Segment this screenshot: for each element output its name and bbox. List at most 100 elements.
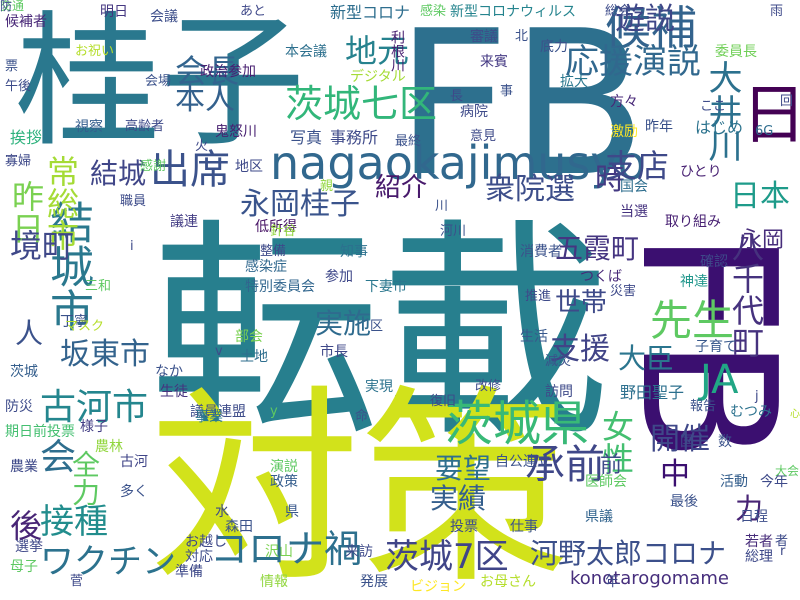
cloud-word: 来賓 (480, 54, 508, 70)
cloud-word: 最終 (395, 134, 422, 149)
cloud-word: 長 (450, 89, 464, 104)
cloud-word: 衆院選 (485, 172, 575, 207)
cloud-word: 対策 (150, 367, 571, 600)
cloud-word: 災害 (610, 284, 637, 299)
cloud-word: 取り組み (665, 214, 721, 230)
cloud-word: 承前 (525, 442, 605, 488)
cloud-word: 女性 (597, 410, 635, 474)
cloud-word: 事務所 (330, 128, 379, 147)
cloud-word: 政策 (270, 474, 298, 490)
cloud-word: ビジョン (410, 579, 466, 595)
cloud-word: 森田 (225, 519, 253, 535)
cloud-word: 昨年 (645, 119, 673, 135)
cloud-word: 鬼怒川 (215, 124, 257, 140)
cloud-word: 写真 (290, 128, 323, 147)
cloud-word: 茨城 (10, 364, 38, 380)
cloud-word: 実績 (430, 482, 487, 515)
cloud-word: 心 (790, 409, 800, 420)
cloud-word: v (215, 344, 223, 359)
cloud-word: 活動 (720, 474, 748, 490)
cloud-word: 支援 (550, 332, 610, 367)
cloud-word: 病院 (460, 104, 488, 120)
cloud-word: 期日前投票 (5, 424, 75, 440)
cloud-word: 感謝 (140, 159, 167, 174)
cloud-word: 知事 (340, 244, 368, 260)
cloud-word: 発展 (360, 574, 388, 590)
cloud-word: 委員長 (715, 44, 757, 60)
cloud-word: r (780, 544, 786, 559)
cloud-word: 後 (10, 507, 43, 545)
cloud-word: 情報 (260, 574, 288, 590)
cloud-word: 候補 (605, 1, 697, 55)
cloud-word: 回 (780, 94, 794, 109)
cloud-word: 古河 (120, 454, 148, 470)
cloud-word: i (130, 239, 134, 254)
cloud-word: 数 (718, 434, 732, 450)
cloud-word: 最後 (670, 494, 698, 510)
cloud-word: 者 (775, 534, 789, 549)
cloud-word: むつみ (730, 404, 772, 420)
cloud-word: 永岡 (740, 228, 785, 253)
cloud-word: 三和 (85, 279, 112, 294)
cloud-word: 医師会 (585, 474, 627, 490)
cloud-word: 先生 (650, 296, 735, 345)
cloud-word: 神達 (680, 274, 708, 290)
cloud-word: 事業 (195, 409, 223, 425)
cloud-word: 総会 (605, 4, 632, 19)
cloud-word: 紹介 (375, 173, 428, 203)
cloud-word: 境町 (10, 227, 75, 265)
cloud-word: 市長 (320, 344, 348, 360)
cloud-word: なか (155, 364, 183, 380)
cloud-word: 昨日 (7, 180, 45, 244)
cloud-word: FB (395, 0, 648, 221)
cloud-word: 生徒 (160, 384, 188, 400)
cloud-word: 坂東市 (60, 337, 150, 372)
cloud-word: 低所得 (255, 219, 297, 235)
cloud-word: 桂子 (15, 0, 305, 167)
cloud-word: 接種 (40, 502, 108, 542)
cloud-word: 若者 (745, 534, 773, 550)
cloud-word: konotarogomame (570, 568, 729, 589)
cloud-word: 力 (735, 492, 764, 525)
cloud-word: 川 (435, 199, 449, 214)
cloud-word: 結城 (90, 157, 147, 190)
cloud-word: 午後 (5, 79, 32, 94)
cloud-word: 子育て (695, 339, 737, 355)
cloud-word: 職員 (120, 194, 147, 209)
cloud-word: 選挙 (15, 539, 43, 555)
cloud-word: デジタル (350, 69, 406, 85)
cloud-word: 当選 (620, 204, 648, 220)
cloud-word: 北 (515, 29, 529, 44)
cloud-word: 農林 (95, 439, 123, 455)
cloud-word: 針谷 (270, 224, 297, 239)
cloud-word: 親 (320, 179, 334, 194)
cloud-word: 日程 (740, 509, 768, 525)
cloud-word: 総理 (745, 549, 773, 565)
cloud-word: コロナ禍 (210, 527, 363, 571)
cloud-word: 開催 (650, 422, 710, 457)
cloud-word: お母さん (480, 574, 536, 590)
cloud-word: 整備 (260, 244, 287, 259)
cloud-word: 茨城七区 (285, 82, 438, 126)
cloud-word: 茨城県 (445, 396, 590, 452)
cloud-word: 訪問 (545, 384, 573, 400)
cloud-word: 演説 (270, 459, 298, 475)
cloud-word: 全力 (68, 450, 101, 506)
cloud-word: 農業 (10, 459, 38, 475)
cloud-word: 事 (500, 84, 514, 99)
cloud-word: 意見 (470, 129, 497, 144)
cloud-word: 沢山 (265, 544, 293, 560)
cloud-word: 候補者 (5, 14, 47, 30)
cloud-word: 来訪 (345, 544, 373, 560)
cloud-word: 河川 (440, 224, 467, 239)
cloud-word: 丁寧 (60, 314, 88, 330)
cloud-word: ワクチン (40, 542, 176, 582)
cloud-word: 大臣 (618, 342, 675, 375)
cloud-word: はじめ (695, 118, 744, 137)
cloud-word: お祝い (75, 44, 115, 59)
cloud-word: 五霞町 (555, 232, 640, 265)
cloud-word: 新型コロナ (330, 3, 411, 22)
cloud-word: 区 (370, 319, 384, 334)
cloud-word: 対応 (185, 549, 213, 565)
cloud-word: 参加 (325, 269, 353, 285)
